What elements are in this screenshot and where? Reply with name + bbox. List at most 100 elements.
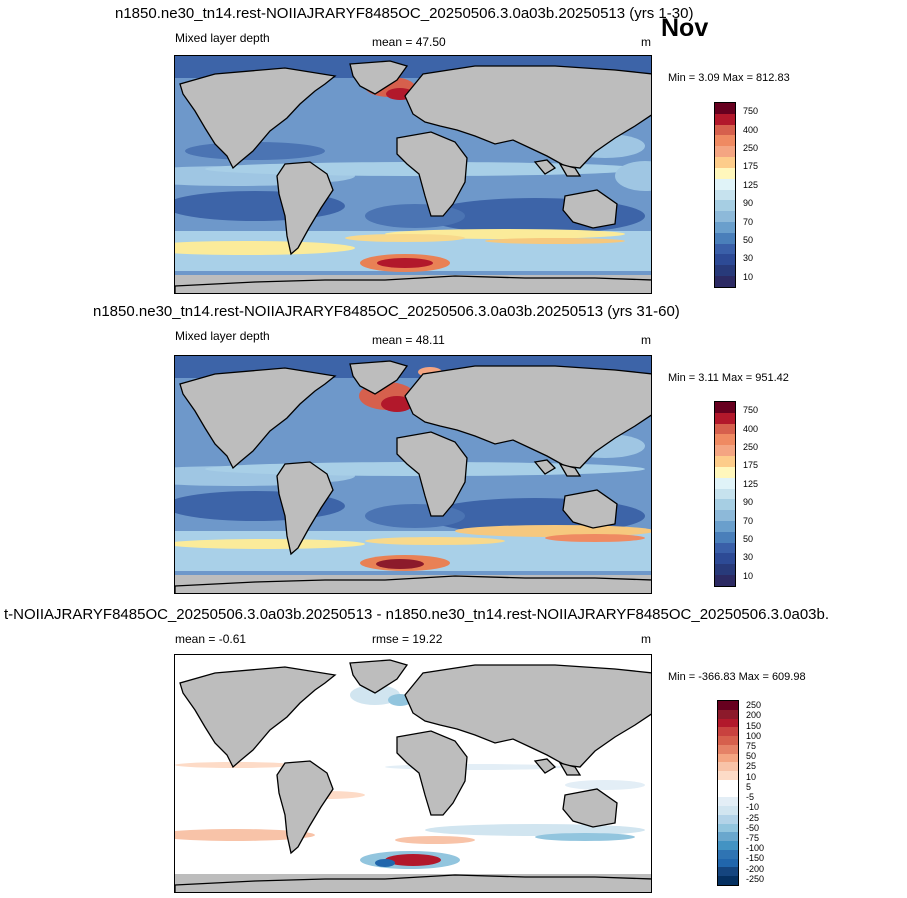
colorbar-segment <box>715 564 735 575</box>
colorbar-segment <box>718 876 738 885</box>
colorbar-segment <box>718 727 738 736</box>
panel-2-mean-label: mean = 48.11 <box>372 333 445 347</box>
colorbar-segment <box>718 858 738 868</box>
colorbar-tick-label: 250 <box>743 143 759 153</box>
colorbar-segment <box>718 823 738 833</box>
colorbar-tick-label: -75 <box>746 833 760 843</box>
colorbar-tick-label: 25 <box>746 761 757 772</box>
colorbar-tick-label: 400 <box>743 124 759 135</box>
colorbar-tick-label: 250 <box>746 700 762 711</box>
colorbar-segment <box>718 806 738 815</box>
colorbar-segment <box>715 434 735 446</box>
colorbar-segment <box>718 771 738 780</box>
panel-1-minmax-label: Min = 3.09 Max = 812.83 <box>668 72 790 84</box>
panel-3-title: t-NOIIAJRARYF8485OC_20250506.3.0a03b.202… <box>4 606 830 623</box>
colorbar-segment <box>718 797 738 806</box>
colorbar-segment <box>715 499 735 511</box>
panel-3-rmse-label: rmse = 19.22 <box>372 632 443 646</box>
colorbar-segment <box>715 221 735 233</box>
colorbar-tick-label: 250 <box>743 442 759 452</box>
colorbar-segment <box>715 103 735 114</box>
colorbar-segment <box>715 243 735 255</box>
colorbar-segment <box>715 402 735 413</box>
panel-2-minmax-label: Min = 3.11 Max = 951.42 <box>668 372 789 384</box>
colorbar-tick-label: -150 <box>746 853 765 864</box>
colorbar-segment <box>718 841 738 850</box>
colorbar-tick-label: 70 <box>743 515 754 526</box>
colorbar-tick-label: -250 <box>746 873 765 884</box>
colorbar-tick-label: 90 <box>743 198 754 209</box>
panel-1-colorbar <box>714 102 736 288</box>
colorbar-tick-label: 30 <box>743 253 754 264</box>
colorbar-segment <box>718 779 738 789</box>
colorbar-tick-label: 50 <box>746 751 757 762</box>
colorbar-segment <box>715 254 735 266</box>
colorbar-segment <box>718 832 738 841</box>
colorbar-tick-label: 100 <box>746 730 762 741</box>
panel-3-unit-label: m <box>641 632 651 646</box>
panel-3-map <box>174 654 652 893</box>
colorbar-segment <box>715 113 735 125</box>
colorbar-segment <box>715 189 735 201</box>
panel-2-map <box>174 355 652 594</box>
colorbar-tick-label: 70 <box>743 216 754 227</box>
colorbar-segment <box>715 488 735 500</box>
colorbar-tick-label: 50 <box>743 235 754 245</box>
colorbar-segment <box>718 701 738 710</box>
panel-2-unit-label: m <box>641 333 651 347</box>
colorbar-segment <box>718 718 738 728</box>
colorbar-segment <box>715 232 735 244</box>
colorbar-tick-label: 30 <box>743 552 754 563</box>
colorbar-segment <box>715 200 735 212</box>
panel-3-map-svg <box>175 655 651 892</box>
colorbar-tick-label: 175 <box>743 460 759 471</box>
colorbar-tick-label: -5 <box>746 792 755 803</box>
panel-2-colorbar <box>714 401 736 587</box>
colorbar-tick-label: -200 <box>746 863 765 874</box>
colorbar-tick-label: 75 <box>746 741 757 751</box>
colorbar-segment <box>718 849 738 859</box>
colorbar-segment <box>715 178 735 190</box>
panel-1-map-svg <box>175 56 651 293</box>
colorbar-tick-label: 175 <box>743 161 759 172</box>
colorbar-tick-label: -100 <box>746 843 765 854</box>
colorbar-segment <box>715 456 735 467</box>
colorbar-segment <box>715 265 735 276</box>
colorbar-segment <box>715 553 735 565</box>
panel-3-colorbar <box>717 700 739 886</box>
month-label: Nov <box>661 14 709 42</box>
colorbar-segment <box>715 423 735 435</box>
colorbar-segment <box>718 788 738 798</box>
panel-2-map-svg <box>175 356 651 593</box>
colorbar-segment <box>718 709 738 719</box>
panel-1-unit-label: m <box>641 35 651 49</box>
panel-3-mean-label: mean = -0.61 <box>175 632 247 646</box>
colorbar-tick-label: 200 <box>746 710 762 721</box>
colorbar-tick-label: -50 <box>746 822 760 833</box>
panel-2-title: n1850.ne30_tn14.rest-NOIIAJRARYF8485OC_2… <box>93 303 680 320</box>
colorbar-segment <box>715 445 735 457</box>
colorbar-tick-label: 150 <box>746 720 762 731</box>
colorbar-segment <box>715 124 735 136</box>
colorbar-tick-label: 750 <box>743 106 759 117</box>
colorbar-segment <box>715 477 735 489</box>
colorbar-tick-label: 50 <box>743 534 754 544</box>
colorbar-segment <box>715 146 735 158</box>
colorbar-segment <box>715 167 735 179</box>
panel-1-variable-label: Mixed layer depth <box>175 31 270 45</box>
colorbar-segment <box>718 762 738 771</box>
colorbar-tick-label: 400 <box>743 423 759 434</box>
panel-1-mean-label: mean = 47.50 <box>372 35 446 49</box>
colorbar-segment <box>715 466 735 478</box>
panel-1-title: n1850.ne30_tn14.rest-NOIIAJRARYF8485OC_2… <box>115 5 694 22</box>
colorbar-tick-label: 10 <box>746 771 757 782</box>
colorbar-tick-label: 125 <box>743 478 759 489</box>
panel-2-variable-label: Mixed layer depth <box>175 329 270 343</box>
colorbar-tick-label: 5 <box>746 781 752 792</box>
colorbar-segment <box>718 814 738 824</box>
colorbar-segment <box>715 211 735 222</box>
colorbar-tick-label: -10 <box>746 802 760 813</box>
colorbar-tick-label: 90 <box>743 497 754 508</box>
panel-1-map <box>174 55 652 294</box>
colorbar-tick-label: 750 <box>743 405 759 416</box>
